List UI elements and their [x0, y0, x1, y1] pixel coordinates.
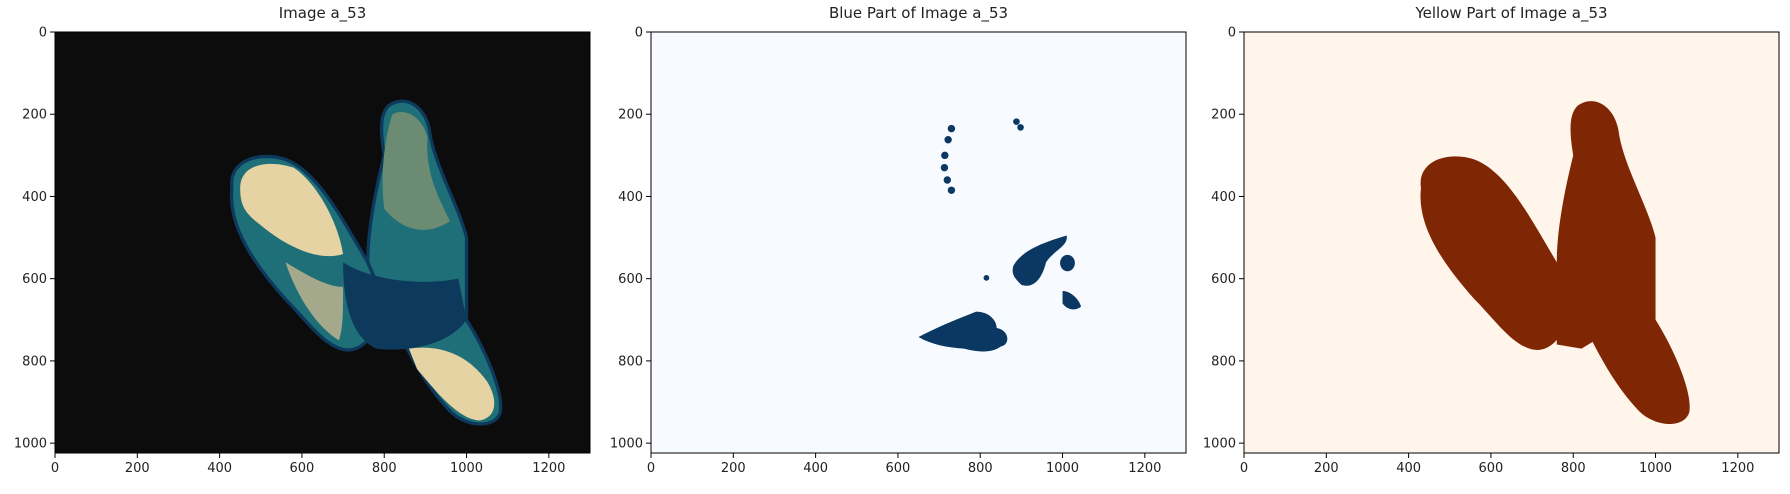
- x-tick-label: 400: [207, 461, 232, 476]
- x-tick-label: 0: [647, 461, 655, 476]
- x-tick-label: 1200: [1721, 461, 1754, 476]
- panel: Image a_53 0 200 400 600 800 1000 1200 0 200 400 60…: [14, 4, 591, 476]
- image-content: [1420, 101, 1690, 425]
- x-tick-label: 1200: [1128, 461, 1161, 476]
- y-tick-label: 800: [1211, 354, 1236, 369]
- y-tick-label: 400: [618, 190, 643, 205]
- y-tick-label: 800: [22, 354, 47, 369]
- x-tick-label: 200: [721, 461, 746, 476]
- y-tick-label: 1000: [610, 437, 643, 452]
- x-tick-label: 400: [1396, 461, 1421, 476]
- y-tick-label: 600: [22, 272, 47, 287]
- x-tick-label: 1000: [1046, 461, 1079, 476]
- x-tick-label: 0: [1240, 461, 1248, 476]
- panel-title: Blue Part of Image a_53: [829, 4, 1008, 23]
- x-tick-label: 400: [803, 461, 828, 476]
- y-tick-label: 1000: [14, 437, 47, 452]
- x-tick-label: 800: [372, 461, 397, 476]
- y-tick-label: 200: [618, 108, 643, 123]
- y-tick-label: 600: [1211, 272, 1236, 287]
- y-tick-label: 200: [1211, 108, 1236, 123]
- x-tick-label: 1000: [450, 461, 483, 476]
- x-tick-label: 200: [125, 461, 150, 476]
- panel: Yellow Part of Image a_53 0 200 400 600 800 10…: [1203, 4, 1780, 476]
- y-tick-label: 0: [1228, 26, 1236, 41]
- y-tick-label: 0: [39, 26, 47, 41]
- panel-title: Image a_53: [279, 4, 367, 23]
- x-tick-label: 800: [1561, 461, 1586, 476]
- image-background: [651, 32, 1186, 453]
- x-tick-label: 0: [51, 461, 59, 476]
- y-tick-label: 600: [618, 272, 643, 287]
- y-tick-label: 1000: [1203, 437, 1236, 452]
- x-tick-label: 600: [886, 461, 911, 476]
- panel: Blue Part of Image a_53 0 200 400 600 800 1000…: [610, 4, 1187, 476]
- image-content: [229, 99, 503, 426]
- axes-frame: [650, 31, 1187, 454]
- image-content: [918, 118, 1082, 352]
- y-tick-label: 0: [635, 26, 643, 41]
- axes-frame: [54, 31, 591, 454]
- x-tick-label: 800: [968, 461, 993, 476]
- y-tick-label: 800: [618, 354, 643, 369]
- axes-frame: [1243, 31, 1780, 454]
- x-tick-label: 600: [1479, 461, 1504, 476]
- y-tick-label: 400: [1211, 190, 1236, 205]
- x-tick-label: 200: [1314, 461, 1339, 476]
- x-tick-label: 1200: [532, 461, 565, 476]
- panel-title: Yellow Part of Image a_53: [1414, 4, 1607, 23]
- y-tick-label: 400: [22, 190, 47, 205]
- x-tick-label: 1000: [1639, 461, 1672, 476]
- y-tick-label: 200: [22, 108, 47, 123]
- x-tick-label: 600: [290, 461, 315, 476]
